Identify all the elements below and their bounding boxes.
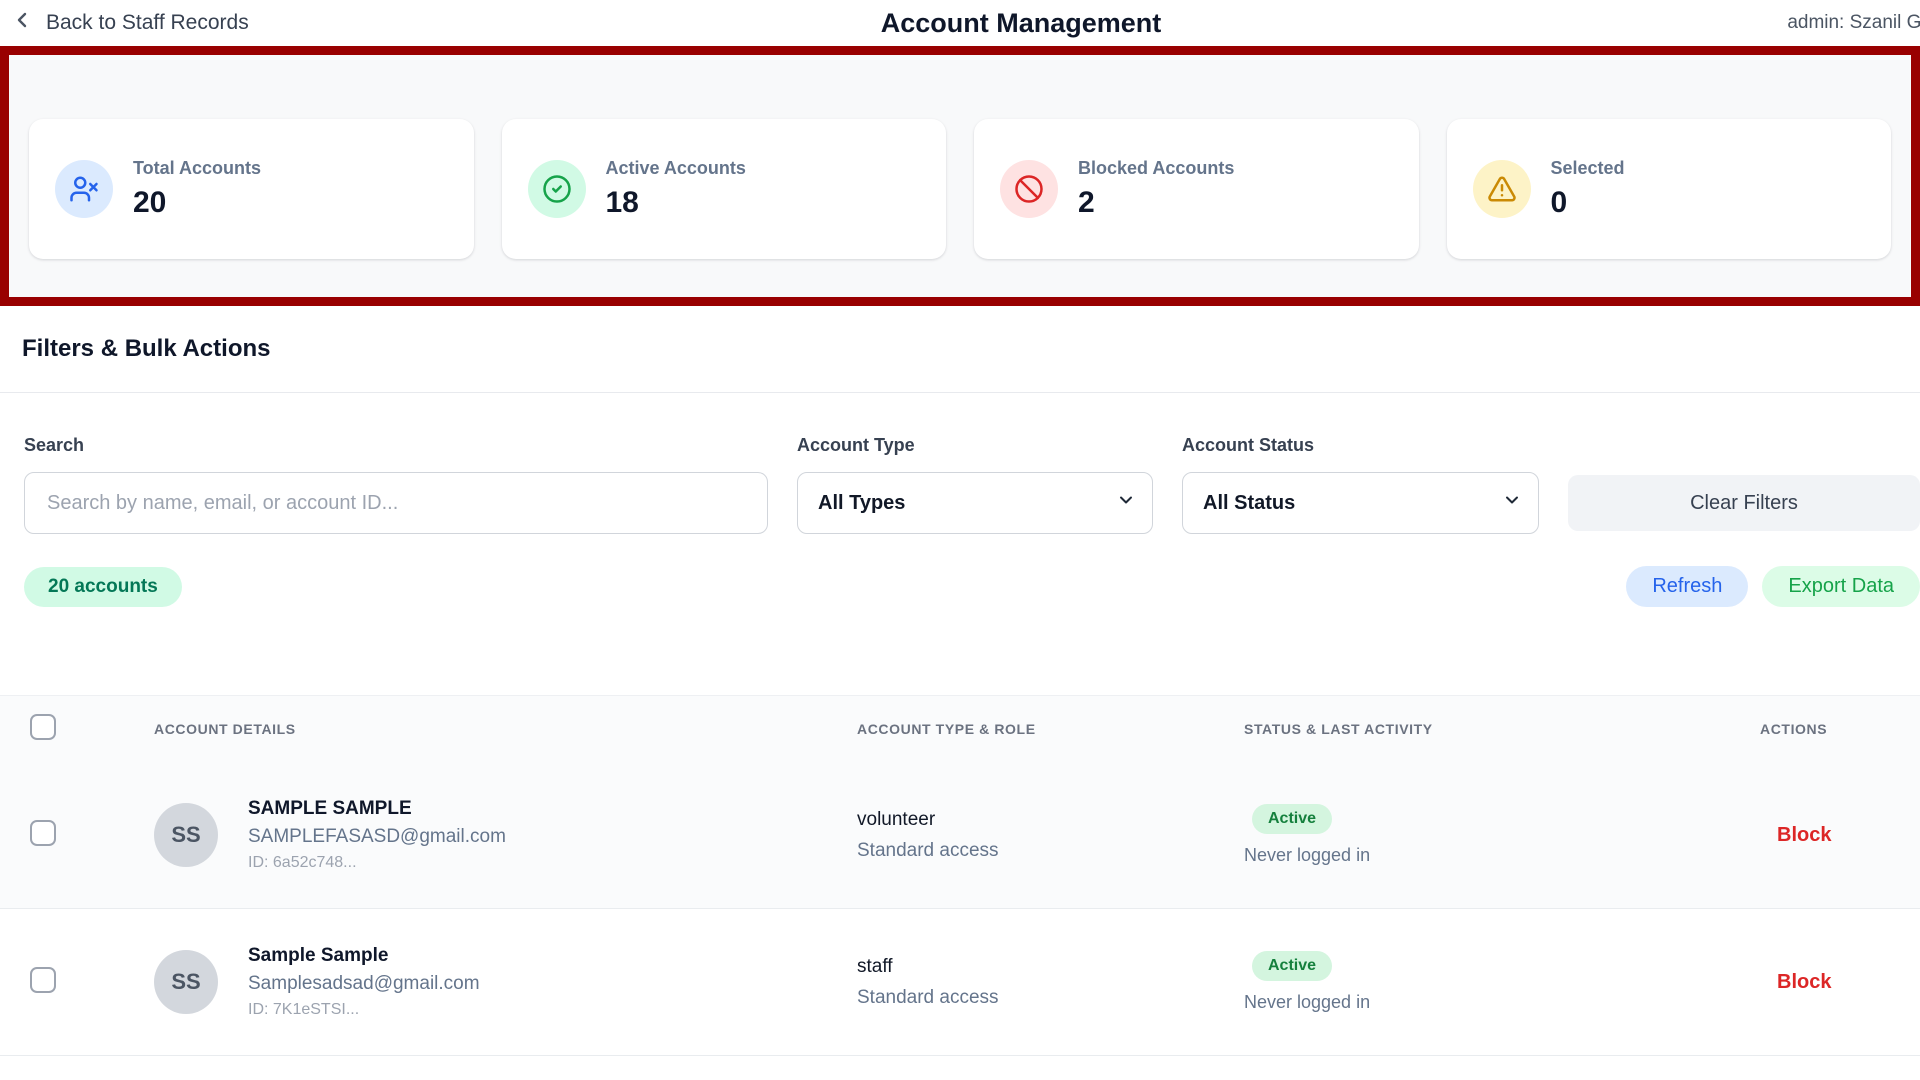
accounts-count-badge: 20 accounts xyxy=(24,566,182,607)
accounts-table: ACCOUNT DETAILS ACCOUNT TYPE & ROLE STAT… xyxy=(0,695,1920,1056)
stat-value: 2 xyxy=(1078,186,1095,219)
account-type: volunteer xyxy=(857,808,936,830)
page-title: Account Management xyxy=(880,8,1162,38)
account-status-select[interactable]: All Status xyxy=(1182,472,1539,534)
stat-value: 0 xyxy=(1550,186,1568,219)
account-id: ID: 7K1eSTSI... xyxy=(248,1001,360,1018)
stat-label: Active Accounts xyxy=(605,158,746,178)
avatar: SS xyxy=(154,803,218,867)
alert-triangle-icon xyxy=(1472,160,1531,218)
last-activity: Never logged in xyxy=(1244,845,1371,865)
stat-card-blocked-accounts: Blocked Accounts 2 xyxy=(974,119,1419,259)
row-checkbox[interactable] xyxy=(30,819,56,846)
status-badge: Active xyxy=(1252,951,1333,981)
table-row: SS Sample Sample Samplesadsad@gmail.com … xyxy=(0,909,1920,1056)
stat-value: 20 xyxy=(133,186,167,219)
account-access: Standard access xyxy=(857,986,999,1008)
clear-filters-button[interactable]: Clear Filters xyxy=(1568,475,1920,531)
account-email: SAMPLEFASASD@gmail.com xyxy=(248,826,506,847)
ban-icon xyxy=(1000,160,1058,218)
chevron-left-icon xyxy=(10,8,34,38)
chevron-down-icon xyxy=(1116,490,1136,516)
stat-card-total-accounts: Total Accounts 20 xyxy=(29,119,474,259)
account-type-select[interactable]: All Types xyxy=(797,472,1153,534)
stats-highlight-zone: Total Accounts 20 Active Accounts 18 Blo… xyxy=(0,46,1920,306)
table-header-row: ACCOUNT DETAILS ACCOUNT TYPE & ROLE STAT… xyxy=(0,695,1920,762)
check-circle-icon xyxy=(527,160,586,218)
select-all-checkbox[interactable] xyxy=(30,713,56,740)
row-checkbox[interactable] xyxy=(30,966,56,993)
account-status-label: Account Status xyxy=(1182,435,1315,455)
account-name: SAMPLE SAMPLE xyxy=(248,798,412,819)
filters-section-title: Filters & Bulk Actions xyxy=(22,335,271,362)
stat-label: Blocked Accounts xyxy=(1078,158,1235,178)
account-name: Sample Sample xyxy=(248,945,389,966)
user-x-icon xyxy=(55,160,113,218)
account-type: staff xyxy=(857,955,893,977)
stat-card-active-accounts: Active Accounts 18 xyxy=(501,119,946,259)
header-account-type-role: ACCOUNT TYPE & ROLE xyxy=(857,721,1036,737)
header-actions: ACTIONS xyxy=(1760,721,1828,737)
back-link-label: Back to Staff Records xyxy=(46,11,249,34)
section-divider xyxy=(0,392,1920,393)
search-label: Search xyxy=(24,435,85,455)
summary-actions-row: 20 accounts Refresh Export Data xyxy=(0,566,1920,607)
stat-card-selected: Selected 0 xyxy=(1446,119,1891,259)
account-status-selected-value: All Status xyxy=(1203,491,1296,514)
back-to-staff-records-link[interactable]: Back to Staff Records xyxy=(10,8,249,38)
table-row: SS SAMPLE SAMPLE SAMPLEFASASD@gmail.com … xyxy=(0,762,1920,909)
account-id: ID: 6a52c748... xyxy=(248,854,357,871)
stat-label: Selected xyxy=(1550,158,1625,178)
export-data-button[interactable]: Export Data xyxy=(1762,566,1920,607)
stat-value: 18 xyxy=(605,186,639,219)
avatar: SS xyxy=(154,950,218,1014)
account-type-label: Account Type xyxy=(797,435,915,455)
account-access: Standard access xyxy=(857,839,999,861)
search-input[interactable] xyxy=(24,472,768,534)
header-status-last-activity: STATUS & LAST ACTIVITY xyxy=(1244,721,1433,737)
header-account-details: ACCOUNT DETAILS xyxy=(154,721,296,737)
stat-label: Total Accounts xyxy=(133,158,262,178)
last-activity: Never logged in xyxy=(1244,992,1371,1012)
account-email: Samplesadsad@gmail.com xyxy=(248,973,480,994)
block-button[interactable]: Block xyxy=(1777,823,1832,846)
status-badge: Active xyxy=(1252,804,1333,834)
account-type-selected-value: All Types xyxy=(818,491,906,514)
filter-controls-row: Search Account Type All Types Account St… xyxy=(0,435,1920,534)
refresh-button[interactable]: Refresh xyxy=(1626,566,1749,607)
admin-user-label: admin: Szanil Gu xyxy=(1787,12,1920,33)
block-button[interactable]: Block xyxy=(1777,970,1832,993)
top-bar: Back to Staff Records Account Management… xyxy=(0,0,1920,46)
chevron-down-icon xyxy=(1502,490,1522,516)
